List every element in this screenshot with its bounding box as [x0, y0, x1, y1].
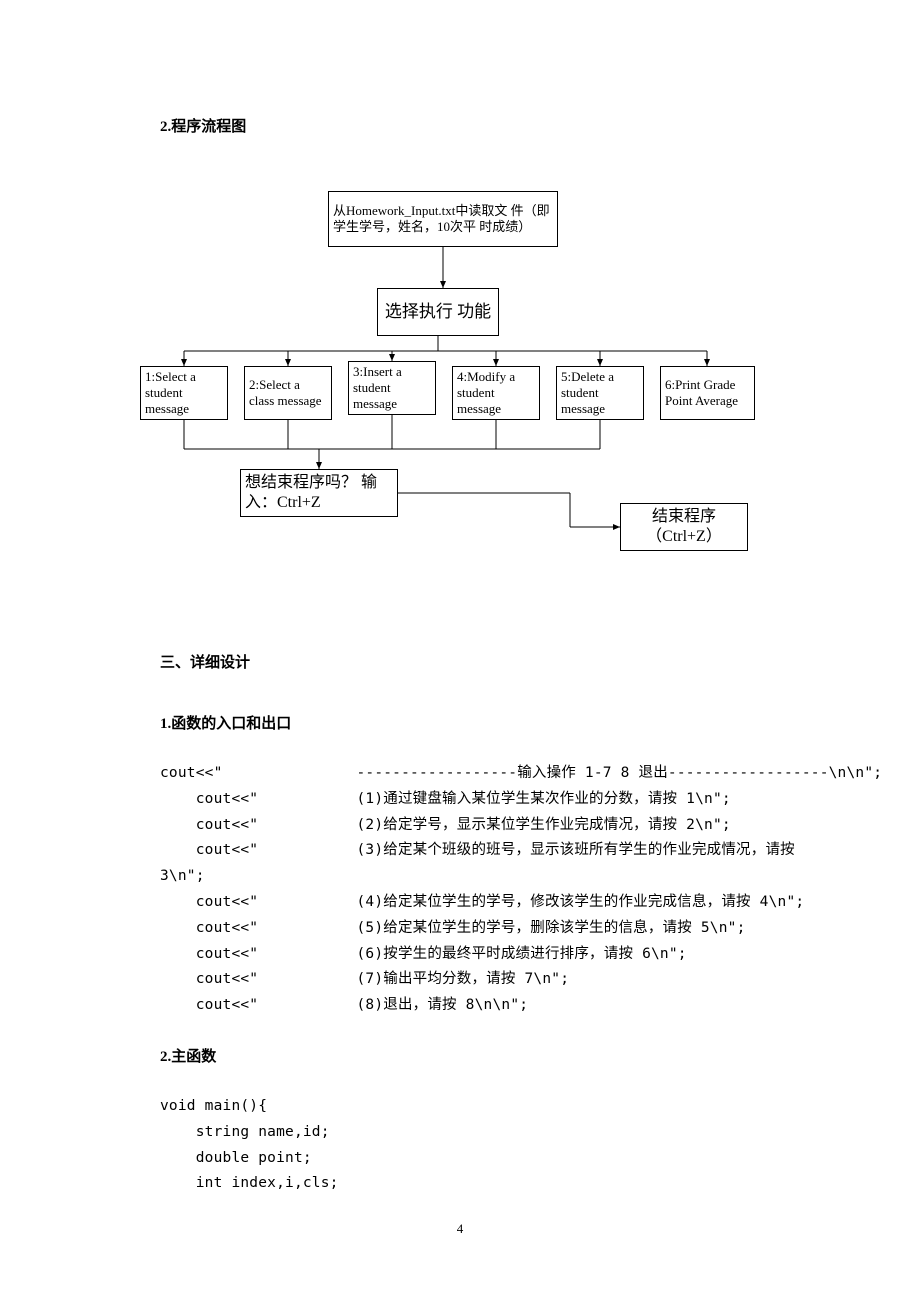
section-flowchart-title: 2.程序流程图 — [160, 115, 765, 136]
flow-box-opt5: 5:Delete a student message — [556, 366, 644, 420]
flow-box-end-question: 想结束程序吗？ 输入：Ctrl+Z — [240, 469, 398, 517]
flow-box-input: 从Homework_Input.txt中读取文 件（即学生学号，姓名，10次平 … — [328, 191, 558, 247]
section-detail-title: 三、详细设计 — [160, 651, 765, 672]
flow-box-opt3: 3:Insert a student message — [348, 361, 436, 415]
section-io-title: 1.函数的入口和出口 — [160, 712, 765, 733]
main-code-block: void main(){ string name,id; double poin… — [160, 1094, 765, 1197]
flow-box-opt1: 1:Select a student message — [140, 366, 228, 420]
io-code-block: cout<<" ------------------输入操作 1-7 8 退出-… — [160, 761, 765, 1019]
flow-box-opt6: 6:Print Grade Point Average — [660, 366, 755, 420]
flow-box-end: 结束程序 （Ctrl+Z） — [620, 503, 748, 551]
section-main-title: 2.主函数 — [160, 1045, 765, 1066]
flow-box-opt4: 4:Modify a student message — [452, 366, 540, 420]
flow-box-opt2: 2:Select a class message — [244, 366, 332, 420]
flow-box-select: 选择执行 功能 — [377, 288, 499, 336]
page-number: 4 — [0, 1221, 920, 1237]
flowchart-container: 从Homework_Input.txt中读取文 件（即学生学号，姓名，10次平 … — [140, 191, 770, 591]
